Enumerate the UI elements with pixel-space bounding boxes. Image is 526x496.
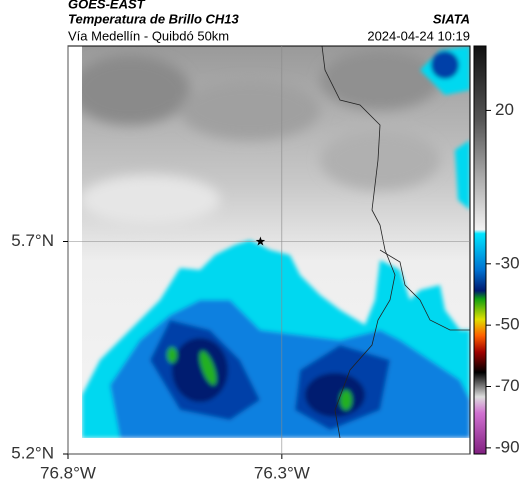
x-tick-label: 76.8°W [40,463,96,482]
y-tick-label: 5.2°N [11,443,54,462]
colorbar [473,45,487,455]
colorbar-tick-label: 20 [495,100,514,119]
source: SIATA [433,11,470,26]
title: GOES-EAST [68,0,146,11]
timestamp: 2024-04-24 10:19 [367,28,470,43]
subtitle: Temperatura de Brillo CH13 [68,11,240,26]
colorbar-tick-label: -70 [495,376,520,395]
satellite-image [82,46,470,438]
colorbar-tick-label: -90 [495,437,520,456]
y-tick-label: 5.7°N [11,231,54,250]
region: Vía Medellín - Quibdó 50km [68,28,229,43]
x-tick-label: 76.3°W [254,463,310,482]
location-marker [255,236,266,246]
colorbar-tick-label: -30 [495,253,520,272]
colorbar-tick-label: -50 [495,315,520,334]
